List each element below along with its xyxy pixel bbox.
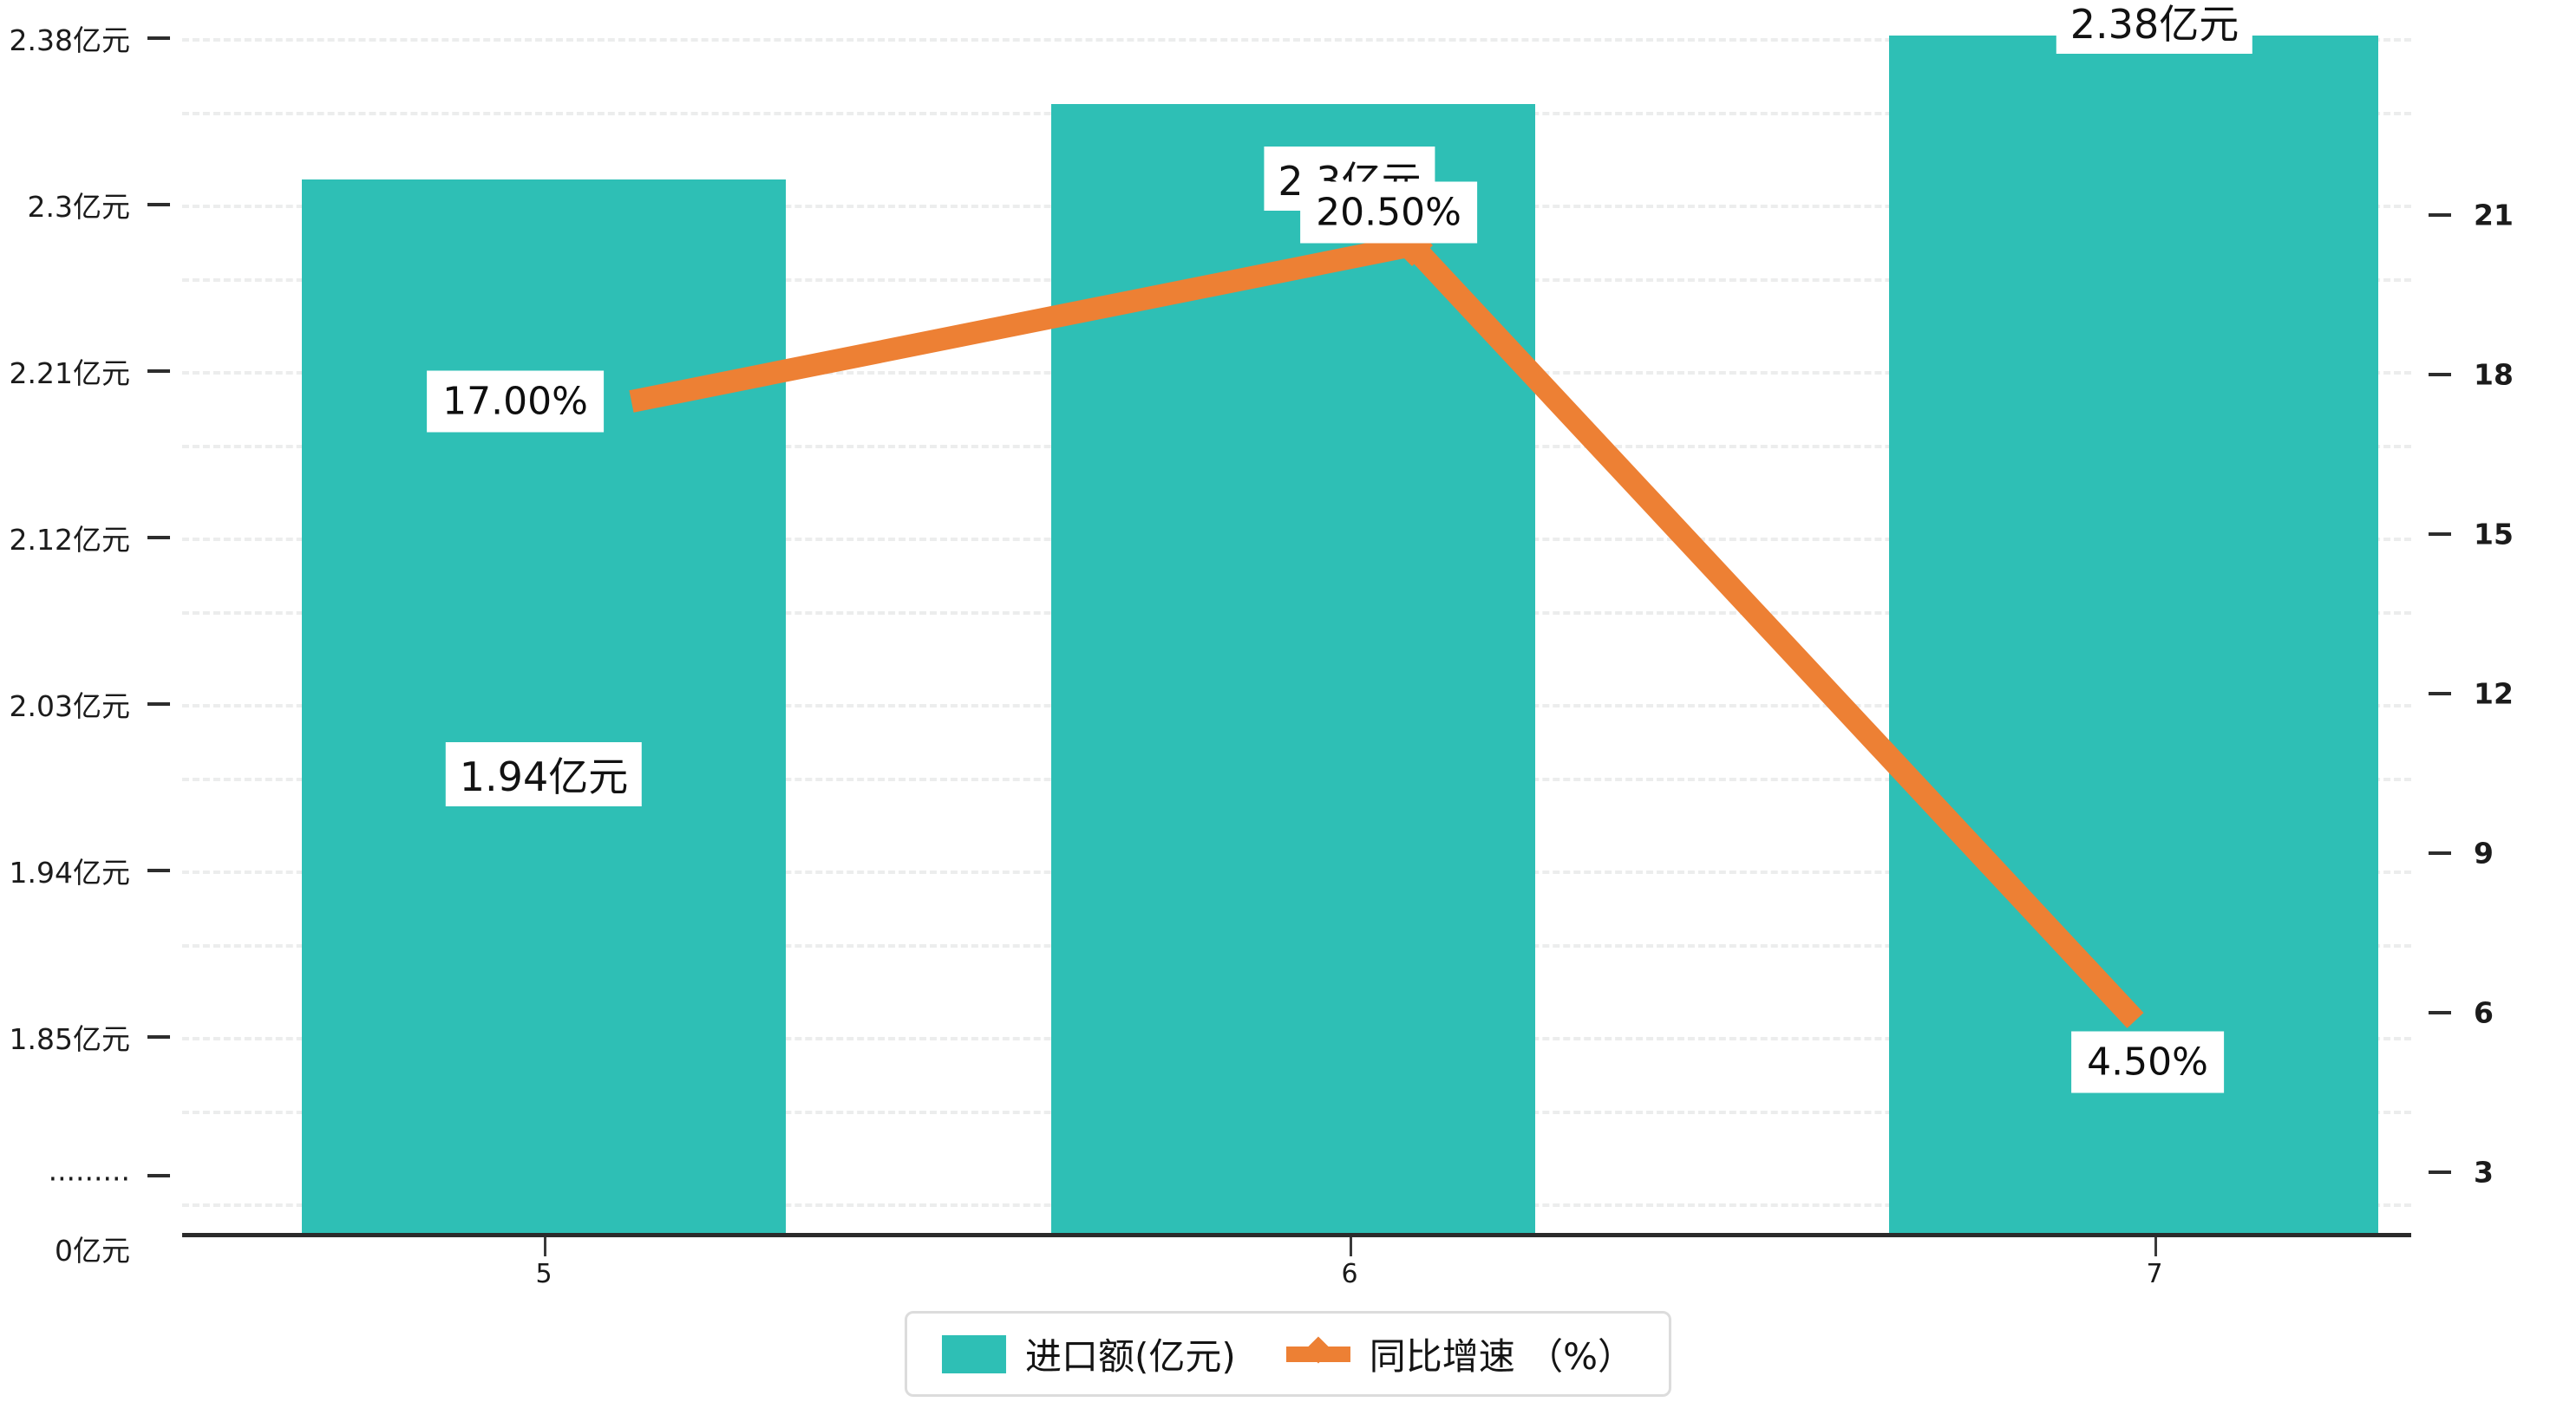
legend-label-growth-rate: 同比增速 （%） [1369,1335,1635,1378]
y-left-tick [147,869,170,872]
line-marker-icon [1285,1335,1350,1373]
y-left-tick [147,702,170,706]
bar-value-label-7: 2.38亿元 [2056,0,2253,54]
y-left-tick [147,536,170,539]
y-left-label-6: 1.85亿元 [9,1022,130,1056]
legend-item-import-amount[interactable]: 进口额(亿元) [941,1327,1236,1380]
y-left-label-0: 2.38亿元 [9,23,130,57]
bar-value-label-5: 1.94亿元 [445,742,643,806]
gridline [182,38,2411,42]
y-left-label-5: 1.94亿元 [9,856,130,890]
y-right-tick [2429,1170,2451,1174]
line-value-label-5: 17.00% [427,370,604,433]
x-tick-label-1: 6 [1341,1259,1358,1289]
y-left-tick-broken-axis [147,1174,170,1177]
x-axis-line [182,1233,2411,1237]
chart-legend: 进口额(亿元) 同比增速 （%） [904,1311,1672,1397]
y-right-label-2: 15 [2474,517,2514,551]
y-right-tick [2429,1011,2451,1014]
y-left-tick [147,1035,170,1039]
y-left-label-3: 2.12亿元 [9,523,130,557]
y-right-label-4: 9 [2474,836,2494,871]
line-value-label-6: 20.50% [1300,181,1477,244]
y-right-label-0: 21 [2474,198,2514,232]
y-left-label-4: 2.03亿元 [9,689,130,723]
bar-category-5[interactable] [302,179,786,1235]
y-left-tick [147,36,170,40]
y-left-label-zero: 0亿元 [55,1234,130,1268]
x-tick-label-2: 7 [2146,1259,2163,1289]
legend-item-growth-rate[interactable]: 同比增速 （%） [1285,1327,1635,1380]
legend-label-import-amount: 进口额(亿元) [1024,1335,1236,1378]
y-right-tick [2429,373,2451,376]
x-tick [2154,1237,2157,1256]
y-right-label-1: 18 [2474,357,2514,392]
y-left-tick [147,203,170,206]
bar-category-6[interactable] [1051,104,1535,1235]
x-tick [1350,1237,1352,1256]
x-tick-label-0: 5 [535,1259,552,1289]
y-right-label-3: 12 [2474,676,2514,711]
y-right-label-6: 3 [2474,1155,2494,1190]
y-left-label-1: 2.3亿元 [27,190,130,224]
y-right-label-5: 6 [2474,995,2494,1030]
x-tick [544,1237,546,1256]
y-right-tick [2429,851,2451,855]
y-right-tick [2429,692,2451,695]
y-left-label-broken-axis: ......... [48,1153,130,1188]
y-left-tick [147,369,170,373]
y-left-label-2: 2.21亿元 [9,356,130,390]
y-right-tick [2429,213,2451,217]
line-value-label-7: 4.50% [2071,1031,2224,1093]
bar-swatch-icon [941,1334,1006,1373]
y-right-tick [2429,532,2451,536]
